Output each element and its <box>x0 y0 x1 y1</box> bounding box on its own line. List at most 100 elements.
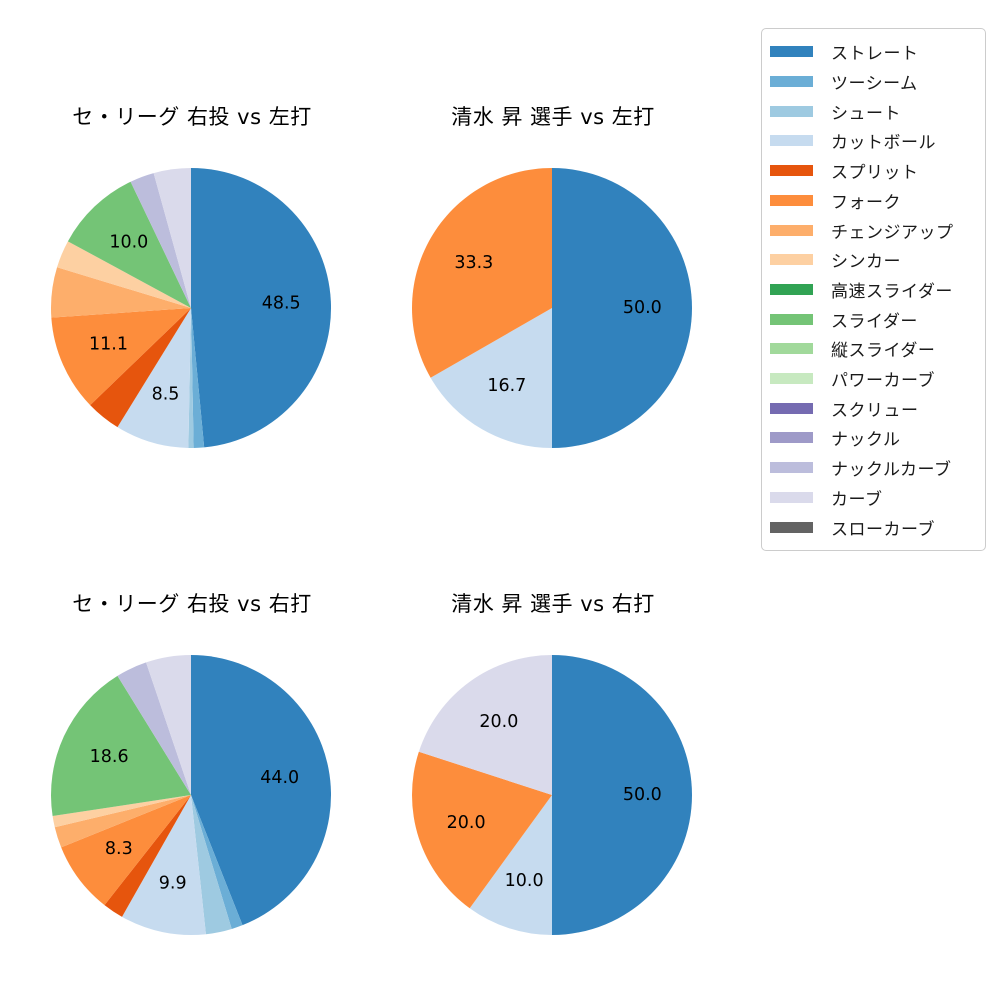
pie-svg: 48.5 8.5 11.1 10.0 <box>50 168 332 449</box>
pie-value-label: 8.5 <box>152 385 180 405</box>
pie-slice <box>418 655 552 795</box>
legend-item-label: パワーカーブ <box>831 371 935 392</box>
chart-league-right-vs-right-batter: セ・リーグ 右投 vs 右打 44.0 9.9 8.3 18.6 <box>22 582 362 1000</box>
pie-slice <box>104 795 191 917</box>
pie-slice <box>90 308 191 428</box>
legend-color-swatch <box>770 283 813 295</box>
legend-color-swatch <box>770 165 813 177</box>
legend-color-swatch <box>770 491 813 503</box>
pie-value-label: 16.7 <box>487 376 526 396</box>
legend-color-swatch <box>770 105 813 117</box>
legend-color-swatch <box>770 402 813 414</box>
pie-svg: 44.0 9.9 8.3 18.6 <box>51 655 332 935</box>
legend-item-label: スプリット <box>831 163 919 184</box>
legend-item-label: ツーシーム <box>831 74 918 95</box>
legend-item-label: カットボール <box>831 133 936 154</box>
pie-slice <box>191 655 332 926</box>
legend-item: スローカーブ <box>770 512 979 542</box>
legend-item: ストレート <box>770 37 979 67</box>
pie-value-label: 33.3 <box>454 253 493 273</box>
legend-item-label: スクリュー <box>831 400 919 421</box>
pie-slice <box>122 795 206 935</box>
pie-value-label: 20.0 <box>479 712 518 732</box>
legend-item-label: 高速スライダー <box>831 281 953 302</box>
legend-item-label: 縦スライダー <box>831 341 936 362</box>
chart-title: 清水 昇 選手 vs 左打 <box>451 105 655 129</box>
legend-item: カーブ <box>770 483 979 513</box>
chart-shimizu-vs-right-batter: 清水 昇 選手 vs 右打 50.0 10.0 20.0 20.0 <box>383 582 723 1000</box>
pie-slice <box>469 795 552 935</box>
legend-item-label: シュート <box>831 103 901 124</box>
legend-color-swatch <box>770 46 813 58</box>
chart-league-right-vs-left-batter: セ・リーグ 右投 vs 左打 48.5 8.5 11.1 10.0 <box>22 95 362 565</box>
legend-color-swatch <box>770 343 813 355</box>
pie-svg: 50.0 16.7 33.3 <box>411 167 692 448</box>
legend-item: スライダー <box>770 304 979 334</box>
legend-color-swatch <box>770 135 813 147</box>
legend-item: 縦スライダー <box>770 334 979 364</box>
pie-value-label: 9.9 <box>159 873 187 893</box>
chart-shimizu-vs-left-batter: 清水 昇 選手 vs 左打 50.0 16.7 33.3 <box>383 95 723 565</box>
legend-item: 高速スライダー <box>770 275 979 305</box>
pie-slice <box>191 795 232 935</box>
pie-shimizu-vs-right: 50.0 10.0 20.0 20.0 <box>410 653 694 937</box>
legend-color-swatch <box>770 254 813 266</box>
legend-item: フォーク <box>770 186 979 216</box>
pie-slice <box>67 181 191 308</box>
pie-value-label: 18.6 <box>90 747 129 767</box>
legend-item-label: チェンジアップ <box>831 222 954 243</box>
pie-shimizu-vs-left: 50.0 16.7 33.3 <box>410 166 694 450</box>
legend-item-label: ナックル <box>831 430 901 451</box>
pie-value-label: 50.0 <box>623 298 662 318</box>
pie-slice <box>117 308 191 448</box>
legend-color-swatch <box>770 521 813 533</box>
pie-slice <box>411 751 552 909</box>
pie-value-label: 20.0 <box>447 813 486 833</box>
pie-slice <box>54 795 191 848</box>
legend-item-label: ナックルカーブ <box>831 460 952 481</box>
pie-slice <box>552 168 692 448</box>
legend-color-swatch <box>770 373 813 385</box>
legend-item: チェンジアップ <box>770 215 979 245</box>
legend-item: カットボール <box>770 126 979 156</box>
legend-item-label: スライダー <box>831 311 918 332</box>
pie-slice <box>153 168 191 308</box>
legend-item-label: ストレート <box>831 44 919 65</box>
chart-title: セ・リーグ 右投 vs 右打 <box>72 592 312 616</box>
pie-value-label: 44.0 <box>260 768 299 788</box>
chart-title: セ・リーグ 右投 vs 左打 <box>72 105 312 129</box>
legend-color-swatch <box>770 462 813 474</box>
legend-item-label: フォーク <box>831 192 901 213</box>
pie-slice <box>117 662 191 795</box>
pie-svg: 50.0 10.0 20.0 20.0 <box>411 655 692 935</box>
pie-slice <box>188 308 194 449</box>
pie-league-vs-right: 44.0 9.9 8.3 18.6 <box>49 653 333 937</box>
legend-item: シュート <box>770 96 979 126</box>
pie-value-label: 10.0 <box>109 233 148 253</box>
pie-slice <box>191 168 332 448</box>
pie-slice <box>50 267 192 318</box>
legend: ストレートツーシームシュートカットボール スプリットフォークチェンジアップ シンカー… <box>761 28 986 551</box>
legend-item-label: シンカー <box>831 252 901 273</box>
pie-slice <box>191 795 243 929</box>
pie-slice <box>130 173 191 308</box>
pie-slice <box>430 308 552 448</box>
pie-slice <box>191 308 205 448</box>
legend-color-swatch <box>770 432 813 444</box>
legend-item-label: スローカーブ <box>831 519 935 540</box>
pie-league-vs-left: 48.5 8.5 11.1 10.0 <box>49 166 333 450</box>
legend-item: ナックルカーブ <box>770 453 979 483</box>
legend-color-swatch <box>770 313 813 325</box>
legend-item: ツーシーム <box>770 67 979 97</box>
pie-slice <box>57 241 192 308</box>
pie-slice <box>411 167 552 378</box>
chart-title: 清水 昇 選手 vs 右打 <box>451 592 655 616</box>
pie-value-label: 50.0 <box>623 785 662 805</box>
legend-color-swatch <box>770 76 813 88</box>
legend-item: スクリュー <box>770 393 979 423</box>
legend-color-swatch <box>770 224 813 236</box>
pie-value-label: 48.5 <box>262 294 301 314</box>
pie-value-label: 11.1 <box>89 335 128 355</box>
pie-slice <box>552 655 692 935</box>
